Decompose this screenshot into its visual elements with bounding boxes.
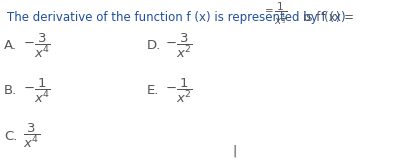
Text: D.: D.	[146, 39, 161, 52]
Text: C.: C.	[4, 130, 17, 143]
Text: $-\dfrac{3}{x^{4}}$: $-\dfrac{3}{x^{4}}$	[23, 31, 50, 59]
Text: A.: A.	[4, 39, 17, 52]
Text: E.: E.	[146, 84, 159, 97]
Text: $-\dfrac{1}{x^{4}}$: $-\dfrac{1}{x^{4}}$	[23, 77, 50, 105]
Text: The derivative of the function f (x) is represented by f (x): The derivative of the function f (x) is …	[7, 11, 346, 24]
Text: $\dfrac{3}{x^{4}}$: $\dfrac{3}{x^{4}}$	[23, 122, 40, 150]
Text: is f’(x) =: is f’(x) =	[303, 11, 354, 24]
Text: $= \dfrac{1}{x^{\frac{1}{3}}}$: $= \dfrac{1}{x^{\frac{1}{3}}}$	[262, 0, 288, 27]
Text: $-\dfrac{3}{x^{2}}$: $-\dfrac{3}{x^{2}}$	[165, 31, 192, 59]
Text: $-\dfrac{1}{x^{2}}$: $-\dfrac{1}{x^{2}}$	[165, 77, 192, 105]
Text: B.: B.	[4, 84, 17, 97]
Text: |: |	[233, 144, 237, 157]
